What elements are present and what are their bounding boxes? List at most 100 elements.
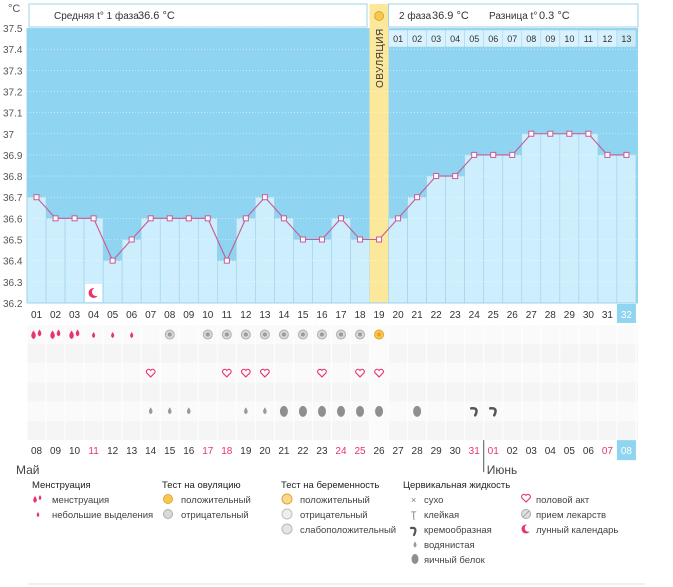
- y-tick-label: 36.8: [3, 172, 23, 183]
- calendar-date: 17: [202, 446, 214, 457]
- luteal-day-label: 03: [431, 34, 441, 44]
- luteal-day-label: 02: [412, 34, 422, 44]
- temp-column: [388, 218, 408, 304]
- temperature-point: [280, 215, 287, 222]
- y-tick-label: 37.1: [3, 109, 23, 120]
- calendar-date: 25: [354, 446, 366, 457]
- temperature-point: [623, 151, 630, 158]
- calendar-date: 24: [335, 446, 347, 457]
- ovulation-marker-column: [369, 324, 389, 441]
- temp-column: [312, 239, 332, 304]
- luteal-day-label: 06: [488, 34, 498, 44]
- legend-intercourse-label: половой акт: [536, 495, 590, 506]
- ovulation-test-positive-dot: [377, 332, 382, 337]
- current-date-cell: [616, 440, 636, 461]
- temperature-point: [509, 151, 516, 158]
- y-tick-label: 37: [3, 130, 15, 141]
- intercourse-icon: [145, 368, 156, 378]
- temperature-point: [242, 215, 249, 222]
- day-number: 23: [450, 310, 462, 321]
- ovulation-test-negative-dot: [300, 332, 305, 337]
- day-number: 29: [564, 310, 576, 321]
- temp-column: [26, 196, 47, 304]
- menstruation-light-icon: [130, 332, 134, 338]
- marker-row: [27, 363, 638, 383]
- y-tick-label: 36.9: [3, 151, 23, 162]
- ovulation-test-negative-dot: [358, 332, 363, 337]
- temperature-point: [204, 215, 211, 222]
- day-number: 01: [31, 310, 43, 321]
- day-number: 15: [297, 310, 309, 321]
- month-label-start: Май: [16, 463, 40, 477]
- temperature-point: [376, 236, 383, 243]
- temperature-point: [471, 151, 478, 158]
- legend-light-icon: [36, 512, 40, 518]
- calendar-date: 09: [50, 446, 62, 457]
- day-number: 18: [354, 310, 366, 321]
- luteal-day-label: 05: [469, 34, 479, 44]
- day-number: 12: [240, 310, 252, 321]
- day-number: 03: [69, 310, 81, 321]
- day-number: 16: [316, 310, 328, 321]
- y-tick-label: 36.5: [3, 236, 23, 247]
- luteal-day-label: 09: [545, 34, 555, 44]
- legend-lunar-label: лунный календарь: [536, 525, 618, 536]
- y-axis-unit: °C: [8, 3, 20, 15]
- current-day-cell: [616, 303, 636, 323]
- temperature-point: [185, 215, 192, 222]
- phase2-box: [388, 3, 639, 28]
- mucus-eggwhite-icon: [336, 405, 345, 417]
- calendar-date: 22: [297, 446, 309, 457]
- ovulation-test-negative-dot: [224, 332, 229, 337]
- temperature-point: [395, 215, 402, 222]
- day-number: 02: [50, 310, 62, 321]
- temperature-point: [90, 215, 97, 222]
- y-tick-label: 37.4: [3, 45, 23, 56]
- intercourse-icon: [221, 368, 232, 378]
- legend-lunar-cut: [524, 524, 533, 532]
- menstruation-light-icon: [111, 332, 115, 338]
- day-number: 07: [145, 310, 157, 321]
- phase1-box: [28, 3, 368, 28]
- day-number: 13: [259, 310, 271, 321]
- legend-pregnancy-weak-label: слабоположительный: [300, 525, 396, 536]
- ovulation-test-positive-icon: [374, 11, 385, 21]
- temp-column: [331, 218, 351, 304]
- mucus-watery-icon: [167, 407, 172, 415]
- y-tick-label: 36.4: [3, 257, 23, 268]
- temp-column: [597, 154, 618, 304]
- y-tick-label: 37.2: [3, 87, 23, 98]
- temperature-point: [337, 215, 344, 222]
- legend-ovulation-positive-icon: [163, 494, 173, 504]
- day-number: 21: [412, 310, 424, 321]
- marker-row: [27, 382, 638, 402]
- luteal-day-label: 07: [507, 34, 517, 44]
- day-number: 24: [469, 310, 481, 321]
- legend-intercourse-icon: [521, 493, 531, 503]
- temperature-point: [33, 194, 40, 201]
- legend-medication-line: [522, 510, 530, 518]
- mucus-eggwhite-icon: [356, 405, 365, 417]
- mucus-creamy-icon: [488, 406, 497, 417]
- ovulation-test-negative-dot: [281, 332, 286, 337]
- mucus-watery-icon: [186, 407, 191, 415]
- day-number: 04: [88, 310, 100, 321]
- calendar-date: 28: [412, 446, 424, 457]
- temperature-point: [585, 130, 592, 137]
- day-number: 20: [393, 310, 405, 321]
- legend-ovulation-positive-label: положительный: [181, 495, 251, 506]
- legend-eggwhite-label: яичный белок: [424, 555, 486, 566]
- legend-creamy-icon: [409, 526, 417, 537]
- temperature-point: [71, 215, 78, 222]
- temp-column: [217, 260, 237, 304]
- temp-column: [255, 196, 275, 304]
- temperature-point: [547, 130, 554, 137]
- temperature-point: [128, 236, 135, 243]
- legend-ovulation-negative-label: отрицательный: [181, 510, 249, 521]
- day-number: 08: [164, 310, 176, 321]
- temperature-point: [261, 194, 268, 201]
- day-number: 17: [335, 310, 347, 321]
- y-tick-label: 36.7: [3, 193, 23, 204]
- ovulation-test-negative-dot: [167, 332, 172, 337]
- temperature-line: [36, 133, 627, 262]
